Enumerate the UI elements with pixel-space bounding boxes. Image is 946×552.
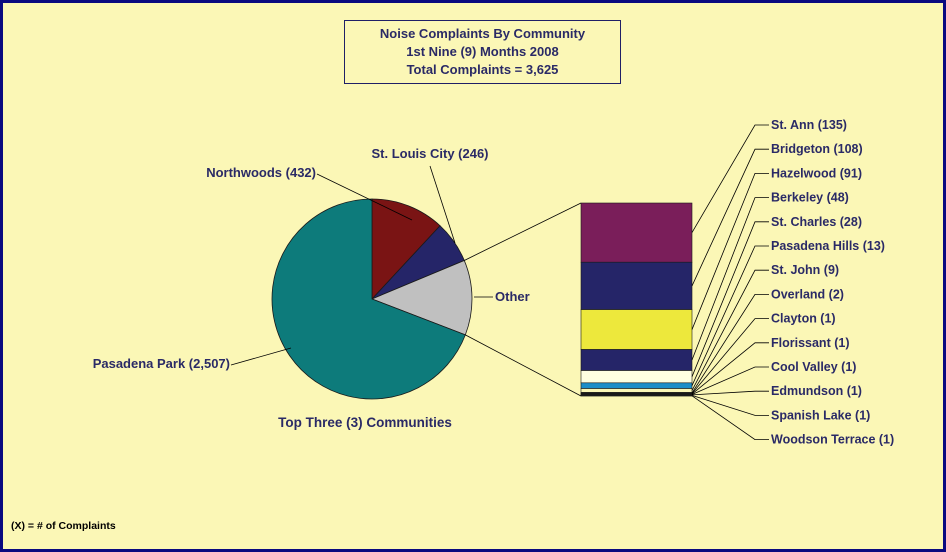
bar-segment-berkeley [580, 349, 693, 371]
leader-spanish-lake [691, 394, 769, 416]
bar-label-woodson-terrace: Woodson Terrace (1) [771, 433, 894, 447]
bar-segment-woodson-terrace [580, 395, 693, 397]
bar-segment-bridgeton [580, 261, 693, 310]
bar-label-berkeley: Berkeley (48) [771, 191, 849, 205]
bar-segment-pasadena-hills [580, 382, 693, 389]
leader-clayton [691, 318, 769, 394]
leader-overland [691, 293, 769, 394]
leader-pasadena-park [230, 347, 292, 366]
leader-st-ann [691, 124, 769, 233]
pie-slice-pasadena-park [271, 198, 466, 400]
leader-woodson-terrace [691, 395, 769, 441]
leader-pasadena-hills [691, 245, 769, 386]
bar-label-pasadena-hills: Pasadena Hills (13) [771, 239, 885, 253]
title-line-2: 1st Nine (9) Months 2008 [406, 44, 559, 59]
pie-label-pasadena-park: Pasadena Park (2,507) [93, 356, 230, 371]
bar-label-cool-valley: Cool Valley (1) [771, 360, 856, 374]
breakout-connector-bottom [465, 334, 582, 397]
bar-label-bridgeton: Bridgeton (108) [771, 142, 863, 156]
bar-label-hazelwood: Hazelwood (91) [771, 166, 862, 180]
footnote: (X) = # of Complaints [11, 520, 116, 532]
leader-berkeley [691, 197, 769, 361]
leader-st-charles [691, 221, 769, 377]
title-line-3: Total Complaints = 3,625 [406, 62, 559, 77]
pie-caption: Top Three (3) Communities [278, 415, 452, 430]
bar-label-st-john: St. John (9) [771, 263, 839, 277]
pie-label-other: Other [495, 289, 530, 304]
pie-slice-other [370, 259, 473, 336]
pie-label-northwoods: Northwoods (432) [206, 165, 316, 180]
bar-label-edmundson: Edmundson (1) [771, 384, 862, 398]
leader-st-louis-city [429, 165, 456, 244]
breakout-connector-top [464, 202, 582, 261]
bar-label-overland: Overland (2) [771, 287, 844, 301]
bar-label-spanish-lake: Spanish Lake (1) [771, 408, 870, 422]
leader-st-john [691, 269, 769, 391]
leader-cool-valley [691, 366, 769, 395]
leader-bridgeton [691, 148, 769, 287]
bar-label-st-charles: St. Charles (28) [771, 215, 862, 229]
chart-title: Noise Complaints By Community 1st Nine (… [344, 20, 621, 84]
pie-label-st-louis-city: St. Louis City (246) [371, 146, 488, 161]
bar-label-st-ann: St. Ann (135) [771, 118, 847, 132]
leader-florissant [691, 342, 769, 395]
bar-segment-hazelwood [580, 309, 693, 350]
bar-label-florissant: Florissant (1) [771, 336, 850, 350]
title-line-1: Noise Complaints By Community [379, 26, 586, 41]
bar-segment-st-ann [580, 202, 693, 263]
leader-northwoods [316, 173, 413, 221]
pie-slice-northwoods [371, 198, 441, 301]
bar-segment-st-charles [580, 370, 693, 384]
leader-edmundson [691, 390, 769, 396]
bar-segment-st-john [580, 388, 693, 393]
leader-hazelwood [691, 172, 769, 330]
bar-label-clayton: Clayton (1) [771, 312, 836, 326]
